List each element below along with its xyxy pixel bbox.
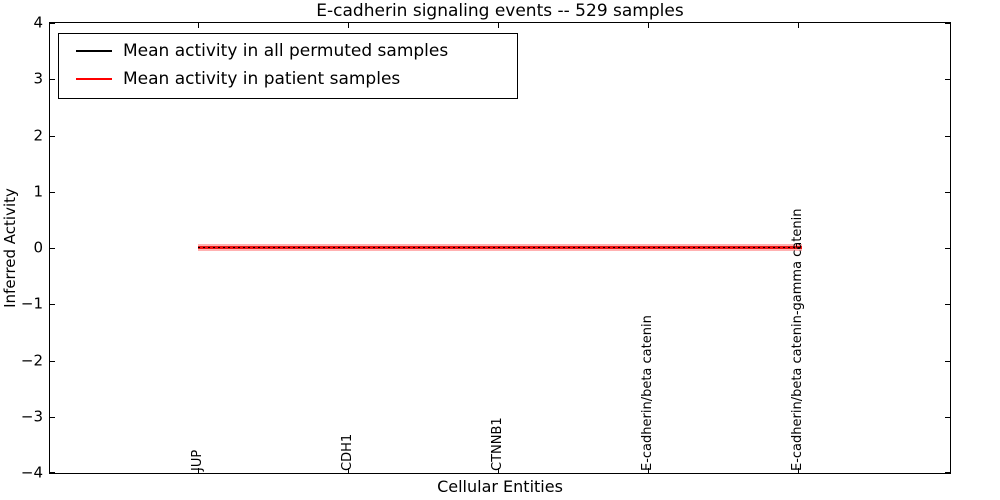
y-tick-mark — [945, 304, 950, 305]
x-tick-label: E-cadherin/beta catenin — [640, 315, 655, 471]
x-tick-mark — [648, 23, 649, 28]
y-tick-label: −1 — [20, 294, 43, 313]
x-tick-mark — [498, 23, 499, 28]
y-tick-mark — [50, 79, 55, 80]
y-tick-mark — [50, 192, 55, 193]
y-tick-mark — [945, 248, 950, 249]
y-tick-mark — [945, 361, 950, 362]
x-tick-mark — [198, 468, 199, 473]
y-tick-label: −4 — [20, 463, 43, 482]
legend-label: Mean activity in all permuted samples — [123, 41, 449, 61]
y-tick-label: 1 — [33, 182, 43, 201]
x-tick-mark — [198, 23, 199, 28]
x-tick-mark — [348, 23, 349, 28]
legend-line-patient — [76, 78, 112, 80]
legend-item-patient: Mean activity in patient samples — [59, 65, 400, 93]
legend: Mean activity in all permuted samples Me… — [58, 33, 518, 99]
y-tick-mark — [50, 248, 55, 249]
y-tick-label: −2 — [20, 351, 43, 370]
x-tick-mark — [648, 468, 649, 473]
x-tick-mark — [498, 468, 499, 473]
x-tick-label: CTNNB1 — [490, 417, 505, 471]
plot-area: JUP CDH1 CTNNB1 E-cadherin/beta catenin … — [49, 22, 951, 474]
x-tick-label: JUP — [190, 449, 205, 471]
y-tick-mark — [945, 192, 950, 193]
y-tick-mark — [50, 304, 55, 305]
x-tick-mark — [348, 468, 349, 473]
y-tick-mark — [50, 136, 55, 137]
y-tick-mark — [945, 472, 950, 473]
x-tick-mark — [798, 23, 799, 28]
y-tick-mark — [945, 79, 950, 80]
y-tick-mark — [50, 472, 55, 473]
y-tick-label: 2 — [33, 126, 43, 145]
y-tick-label: −3 — [20, 407, 43, 426]
y-tick-label: 4 — [33, 13, 43, 32]
permuted-series-line — [198, 247, 802, 248]
x-tick-label: E-cadherin/beta catenin-gamma catenin — [790, 208, 805, 471]
legend-label: Mean activity in patient samples — [123, 69, 401, 89]
y-tick-label: 0 — [33, 238, 43, 257]
legend-line-permuted — [76, 50, 112, 52]
legend-item-permuted: Mean activity in all permuted samples — [59, 37, 448, 65]
y-tick-mark — [50, 361, 55, 362]
y-tick-label: 3 — [33, 69, 43, 88]
x-tick-label: CDH1 — [340, 433, 355, 471]
y-tick-mark — [945, 136, 950, 137]
y-tick-mark — [945, 417, 950, 418]
x-axis-label: Cellular Entities — [437, 477, 563, 496]
y-tick-mark — [945, 23, 950, 24]
chart-title: E-cadherin signaling events -- 529 sampl… — [316, 1, 684, 21]
y-tick-mark — [50, 23, 55, 24]
x-tick-mark — [798, 468, 799, 473]
y-tick-mark — [50, 417, 55, 418]
